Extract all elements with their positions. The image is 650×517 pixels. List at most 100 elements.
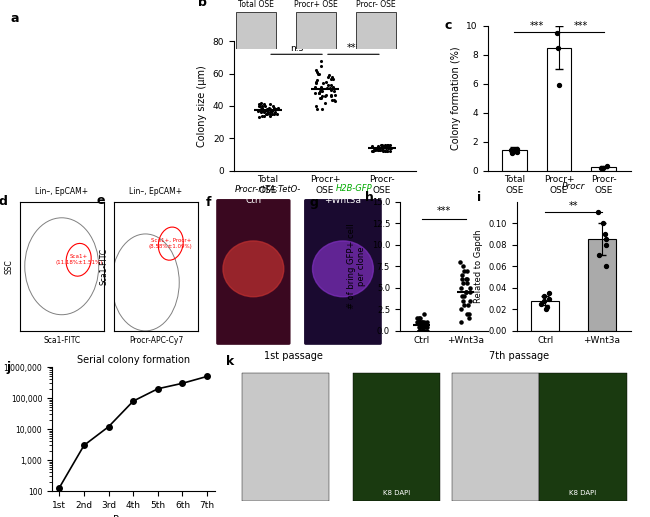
Point [507,148,517,156]
Point [414,327,424,335]
Point [265,105,275,113]
Point [254,100,264,109]
Text: g: g [309,196,318,209]
Point [456,275,467,283]
Point [369,144,379,152]
Point [259,108,269,116]
Point [256,108,266,116]
Point [543,295,554,303]
Circle shape [223,241,284,297]
Point [380,142,390,150]
Circle shape [313,241,373,297]
Text: ***: *** [530,21,544,31]
Point [383,142,393,150]
Point [263,108,274,116]
Text: b: b [198,0,207,9]
Point [326,92,337,100]
Point [543,289,554,297]
Point [378,147,388,155]
Point [553,43,564,52]
Point [459,292,469,300]
Point [376,141,387,149]
Text: h: h [365,191,374,204]
Point [512,145,522,153]
Point [385,144,395,152]
Point [259,107,269,115]
Point [367,142,378,150]
Point [458,301,469,309]
Point [552,29,562,37]
Y-axis label: SSC: SSC [5,259,14,273]
Point [542,303,552,311]
Text: Total OSE: Total OSE [238,0,274,9]
Point [422,323,432,331]
Point [270,108,280,116]
Point [377,144,387,152]
Point [254,102,265,110]
Text: ***: *** [437,206,450,216]
Text: Procr-rtTA;TetO-: Procr-rtTA;TetO- [235,184,301,193]
Point [461,275,471,283]
Point [330,90,340,99]
FancyBboxPatch shape [216,199,291,345]
Point [415,323,425,331]
Text: +Wnt3a: +Wnt3a [324,196,361,205]
Point [322,81,333,89]
Point [256,107,266,115]
Point [380,141,390,149]
Text: Lin–, EpCAM+: Lin–, EpCAM+ [35,187,88,196]
Text: Procr: Procr [562,181,585,191]
Point [465,297,475,305]
Point [383,144,393,152]
Text: K8 DAPI: K8 DAPI [569,490,597,496]
Point [415,327,426,335]
Point [539,292,549,300]
Point [594,251,604,260]
Point [330,97,340,105]
Point [384,142,395,150]
Point [367,147,378,155]
FancyBboxPatch shape [242,373,329,501]
Point [317,87,328,96]
Point [460,288,471,296]
Point [458,262,468,270]
Point [256,99,266,107]
Point [464,310,474,318]
Point [385,144,395,152]
Point [456,284,466,292]
Point [316,56,326,65]
Point [456,305,467,313]
Text: Procr+ OSE: Procr+ OSE [294,0,338,9]
Point [263,103,274,112]
Text: H2B-GFP: H2B-GFP [336,184,373,193]
Point [465,284,475,292]
Y-axis label: Related to Gapdh: Related to Gapdh [474,230,483,303]
Point [313,69,324,78]
Point [326,74,336,83]
Point [458,297,468,305]
Point [262,105,272,113]
Point [326,86,337,94]
Bar [547,48,571,171]
Text: ***: *** [346,43,361,53]
Bar [531,301,560,331]
Point [313,89,324,97]
Point [372,144,382,152]
Point [411,314,422,322]
Point [311,76,322,84]
Point [261,110,271,118]
FancyBboxPatch shape [356,12,396,49]
Point [310,89,320,97]
FancyBboxPatch shape [304,199,382,345]
Point [417,318,427,326]
Point [378,145,388,154]
Point [370,145,381,154]
Point [256,112,266,120]
Point [602,162,612,171]
Text: 7th passage: 7th passage [489,351,549,361]
Point [311,79,322,87]
Point [259,112,269,120]
Point [376,141,387,149]
Point [375,145,385,154]
Point [601,235,611,244]
